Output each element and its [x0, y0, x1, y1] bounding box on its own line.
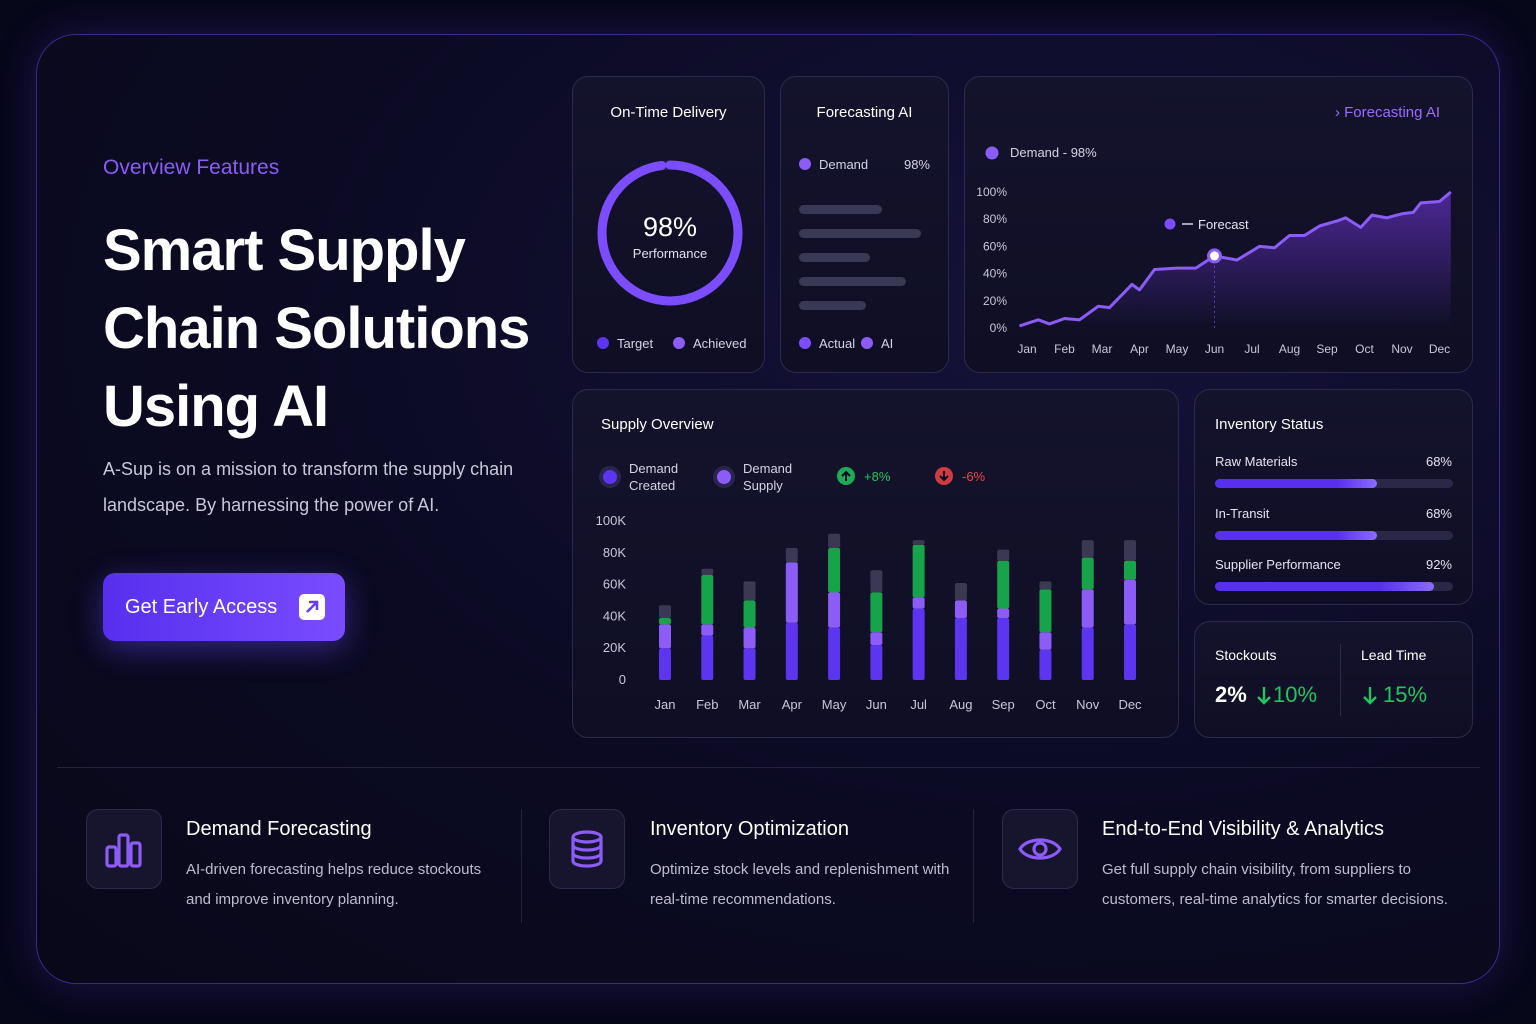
feature-title: Inventory Optimization: [650, 818, 849, 840]
hero-title-line: Smart Supply: [103, 218, 466, 283]
placeholder-bar: [799, 205, 882, 214]
metric-name: Demand: [819, 157, 869, 172]
legend-dot: [597, 337, 609, 349]
progress-fill: [1215, 530, 1377, 540]
badge-icon: [837, 467, 855, 485]
legend-dot: [799, 337, 811, 349]
feature-title: Demand Forecasting: [186, 818, 372, 840]
badge: -6%: [935, 467, 985, 485]
legend-label: Actual: [819, 336, 856, 351]
progress-fill: [1215, 479, 1377, 488]
kpi-card: Stockouts 2% 10% Lead Time 15%: [1194, 621, 1473, 738]
legend-item: Achieved: [673, 336, 746, 351]
chart-icon: [105, 833, 142, 868]
legend-item: Demand Supply: [713, 460, 803, 494]
hero-title: Smart Supply Chain Solutions Using AI: [103, 212, 530, 446]
feature-description: Optimize stock levels and replenishment …: [650, 861, 950, 908]
hero-title-line: Chain Solutions: [103, 296, 530, 361]
down-arrow: [1363, 687, 1377, 705]
legend-item: AI: [861, 336, 893, 351]
legend-label: Demand Created: [629, 461, 679, 493]
eye-icon: [1018, 838, 1062, 860]
progress-fill: [1215, 582, 1434, 591]
kpi-change: 10%: [1255, 682, 1317, 708]
card-title: On-Time Delivery: [610, 104, 727, 121]
metric-value: 98%: [903, 157, 930, 172]
kpi-change-label: 10%: [1273, 682, 1318, 707]
hero-title-line: Using AI: [103, 374, 329, 439]
badge-icon: [935, 467, 953, 485]
placeholder-bar: [799, 301, 866, 310]
kpi-change: 15%: [1361, 682, 1427, 708]
supply-card: Supply Overview Demand Created Demand Sup…: [572, 389, 1179, 738]
item-value: 68%: [1425, 454, 1452, 469]
legend-item: Target: [597, 336, 653, 351]
placeholder-bar: [799, 253, 870, 262]
feature-icon: [549, 809, 625, 889]
link-label: Forecasting AI: [1344, 104, 1440, 121]
forecasting-card: Forecasting AI Demand 98% Actual AI: [780, 76, 949, 373]
legend-dot: [799, 158, 811, 170]
legend-item: Demand Created: [599, 460, 689, 494]
badge-arrow: [939, 471, 949, 482]
legend-dot: [673, 337, 685, 349]
kpi-change-label: 15%: [1383, 682, 1428, 707]
on-time-card: On-Time Delivery Target Achieved: [572, 76, 765, 373]
badge-label: -6%: [962, 468, 986, 484]
divider: [973, 809, 974, 923]
legend-dot: [713, 466, 735, 488]
metric: Demand: [799, 157, 868, 172]
kpi-title: Stockouts: [1215, 647, 1277, 663]
divider: [1340, 644, 1341, 716]
hero-description: A-Sup is on a mission to transform the s…: [103, 459, 514, 515]
placeholder-bar: [799, 229, 921, 238]
legend-label: Demand Supply: [743, 461, 793, 493]
placeholder-bar: [799, 277, 906, 286]
cta-label: Get Early Access: [125, 595, 278, 618]
badge: +8%: [837, 467, 890, 485]
forecast-chart-card: › Forecasting AI: [964, 76, 1473, 373]
divider: [521, 809, 522, 923]
eyebrow: Overview Features: [103, 156, 280, 179]
cta-icon: [299, 594, 326, 620]
item-name: In-Transit: [1215, 505, 1270, 521]
progress-track: [1215, 530, 1453, 540]
kpi-title: Lead Time: [1361, 647, 1427, 663]
badge-label: +8%: [864, 468, 891, 484]
item-value: 92%: [1425, 557, 1452, 572]
cta-button[interactable]: Get Early Access: [103, 573, 345, 641]
legend-dot: [861, 337, 873, 349]
legend-item: Actual: [799, 336, 855, 351]
feature-title: End-to-End Visibility & Analytics: [1102, 818, 1384, 840]
chevron: ›: [1334, 104, 1345, 121]
feature-icon: [1002, 809, 1078, 889]
progress-track: [1215, 479, 1453, 488]
card-title: Inventory Status: [1215, 416, 1324, 433]
feature-description: Get full supply chain visibility, from s…: [1102, 861, 1448, 908]
inventory-card: Inventory Status Raw Materials 68% In-Tran…: [1194, 389, 1473, 605]
legend-label: Target: [617, 336, 654, 351]
kpi-value: 2%: [1215, 682, 1247, 707]
progress-track: [1215, 582, 1453, 591]
legend-label: AI: [881, 336, 894, 351]
feature-description: AI-driven forecasting helps reduce stock…: [186, 861, 482, 908]
item-name: Raw Materials: [1215, 454, 1298, 469]
item-value: 68%: [1425, 505, 1452, 521]
feature-icon: [86, 809, 162, 889]
legend-label: Achieved: [693, 336, 747, 351]
database-icon: [571, 830, 603, 868]
card-title: Forecasting AI: [816, 104, 913, 121]
down-arrow: [1257, 687, 1271, 705]
item-name: Supplier Performance: [1215, 557, 1341, 572]
badge-arrow: [841, 470, 851, 481]
legend-dot: [599, 466, 621, 488]
divider: [57, 767, 1480, 768]
forecast-link[interactable]: › Forecasting AI: [1335, 104, 1440, 121]
card-title: Supply Overview: [601, 416, 714, 433]
